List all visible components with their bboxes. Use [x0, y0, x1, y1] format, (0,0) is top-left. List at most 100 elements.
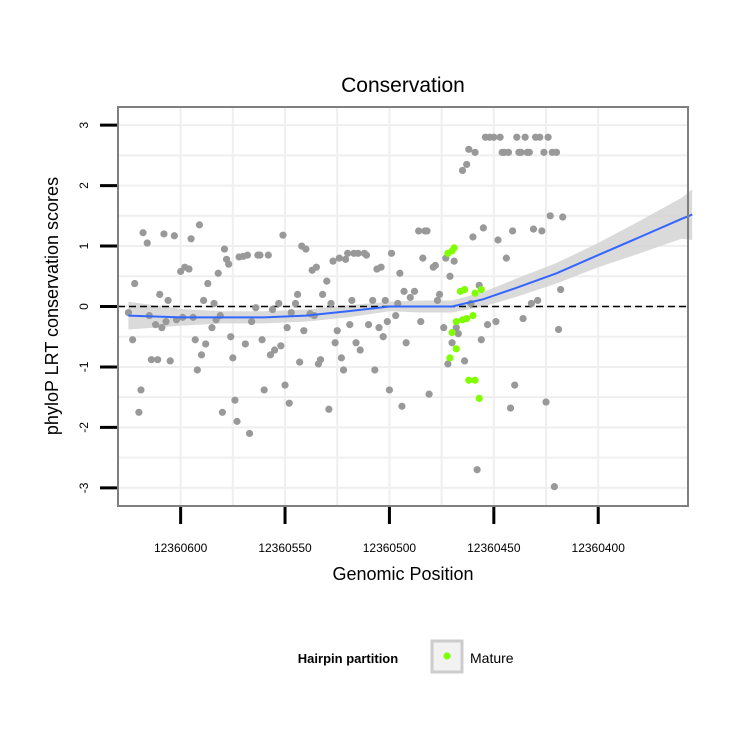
data-point	[160, 230, 168, 238]
data-point	[513, 133, 521, 141]
data-point	[387, 249, 396, 257]
data-point	[296, 358, 304, 366]
data-point	[162, 318, 170, 326]
data-point	[546, 212, 554, 220]
mature-data-point	[471, 376, 479, 384]
data-point	[335, 254, 343, 262]
mature-data-point	[446, 354, 454, 362]
mature-data-point	[477, 285, 485, 294]
data-point	[402, 339, 410, 347]
mature-data-point	[452, 345, 460, 353]
points-other	[124, 133, 567, 491]
data-point	[398, 402, 406, 410]
data-point	[419, 254, 427, 262]
data-point	[245, 429, 254, 438]
mature-data-point	[465, 376, 473, 384]
data-point	[492, 318, 500, 326]
data-point	[327, 299, 335, 308]
data-point	[452, 324, 460, 332]
data-point	[166, 357, 174, 365]
data-point	[325, 405, 333, 413]
data-point	[210, 299, 218, 308]
data-point	[241, 340, 249, 348]
data-point	[517, 148, 525, 156]
mature-data-point	[463, 314, 471, 323]
mature-data-point	[460, 285, 469, 294]
data-point	[410, 287, 419, 295]
data-point	[344, 249, 352, 257]
data-point	[187, 235, 195, 243]
data-point	[197, 351, 206, 359]
data-point	[339, 366, 348, 374]
data-point	[337, 354, 346, 362]
data-point	[446, 272, 454, 280]
data-point	[312, 263, 320, 271]
data-point	[554, 325, 563, 334]
data-point	[266, 351, 275, 359]
data-point	[252, 304, 260, 312]
data-point	[302, 245, 310, 253]
data-point	[231, 396, 239, 404]
y-tick-label: 2	[77, 182, 91, 189]
data-point	[218, 408, 226, 416]
x-tick-label: 12360550	[258, 541, 312, 555]
x-axis-label: Genomic Position	[332, 564, 473, 584]
data-point	[496, 133, 504, 141]
data-point	[137, 386, 145, 394]
data-point	[277, 342, 285, 350]
data-point	[204, 279, 212, 288]
mature-data-point	[450, 244, 458, 252]
data-point	[473, 466, 481, 474]
data-point	[143, 239, 151, 247]
data-point	[352, 339, 360, 347]
data-point	[383, 318, 391, 326]
data-point	[208, 324, 216, 332]
data-point	[346, 321, 354, 329]
data-point	[519, 314, 527, 323]
legend-key	[430, 639, 464, 674]
data-point	[270, 346, 279, 354]
x-tick-label: 12360600	[154, 541, 208, 555]
mature-data-point	[471, 289, 479, 297]
data-point	[229, 354, 237, 362]
panel-border	[117, 106, 689, 507]
x-tick-label: 12360450	[467, 541, 521, 555]
y-tick-label: 0	[77, 303, 91, 310]
data-point	[511, 381, 519, 389]
legend-mature-swatch	[443, 652, 451, 660]
data-point	[135, 408, 143, 416]
data-point	[348, 296, 356, 305]
legend: Hairpin partition Mature	[298, 639, 514, 674]
data-point	[469, 233, 477, 241]
data-point	[287, 308, 295, 317]
mature-data-point	[452, 318, 460, 326]
data-point	[431, 261, 439, 269]
data-point	[371, 366, 379, 374]
y-axis-label: phyloP LRT conservation scores	[42, 177, 62, 435]
data-point	[385, 386, 394, 394]
y-axis: 3 2 1 0 -1 -2 -3	[77, 121, 117, 493]
mature-data-point	[448, 328, 456, 337]
y-tick-label: 1	[77, 242, 91, 249]
data-point	[450, 257, 458, 265]
data-point	[362, 251, 371, 259]
data-point	[129, 336, 137, 344]
data-point	[454, 330, 462, 338]
data-point	[509, 227, 517, 235]
data-point	[147, 356, 156, 364]
data-point	[248, 318, 256, 326]
smooth-fit-line	[128, 213, 693, 319]
data-point	[506, 404, 515, 412]
data-point	[527, 299, 536, 308]
data-point	[502, 254, 510, 262]
data-point	[440, 324, 448, 332]
data-point	[400, 287, 408, 295]
data-point	[417, 318, 425, 326]
data-point	[557, 285, 565, 294]
data-point	[139, 229, 147, 237]
data-point	[185, 265, 193, 273]
data-point	[268, 305, 277, 314]
data-point	[406, 293, 414, 302]
chart-title: Conservation	[341, 74, 465, 97]
